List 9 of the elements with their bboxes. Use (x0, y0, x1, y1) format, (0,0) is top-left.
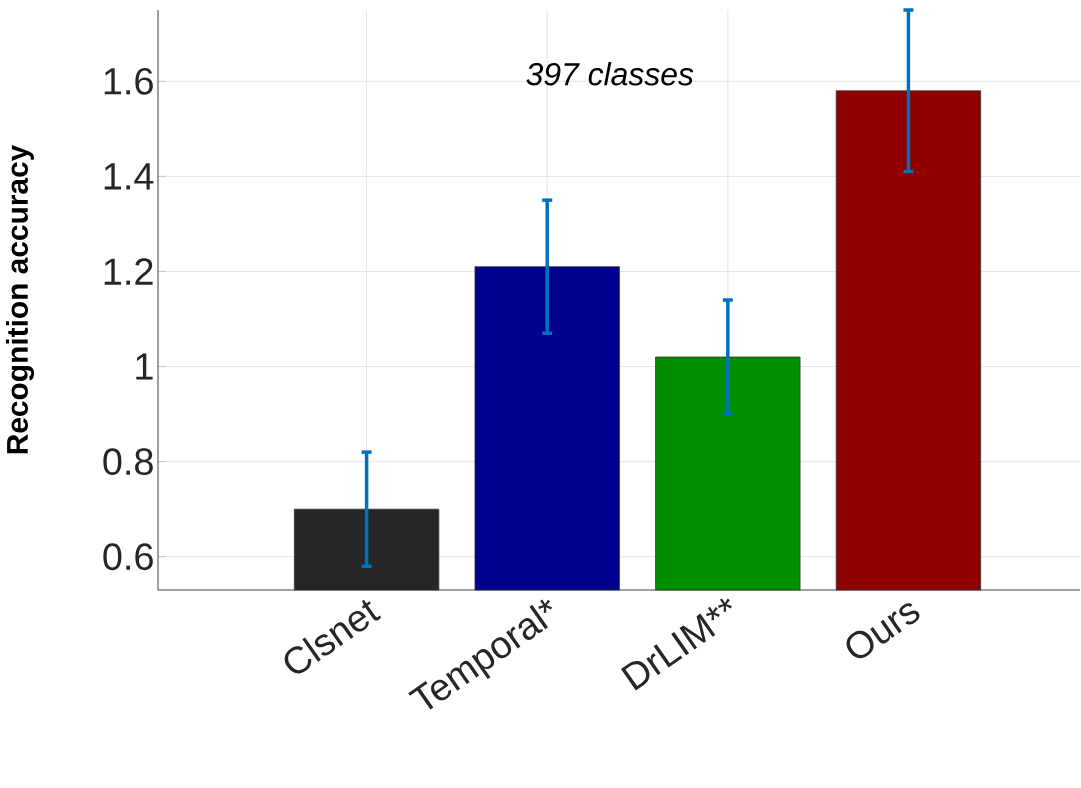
y-tick-label: 1.6 (104, 67, 153, 95)
annotation: 397 classes (526, 62, 694, 86)
y-tick-label: 1.2 (104, 258, 153, 285)
y-tick-label: 0.8 (103, 448, 153, 476)
y-axis-title: Recognition accuracy (6, 144, 35, 454)
y-tick-label: 0.6 (103, 543, 153, 571)
x-tick-label: Ours (846, 603, 920, 659)
y-tick-label: 1.4 (104, 163, 154, 190)
y-tick-label: 1 (136, 353, 153, 380)
